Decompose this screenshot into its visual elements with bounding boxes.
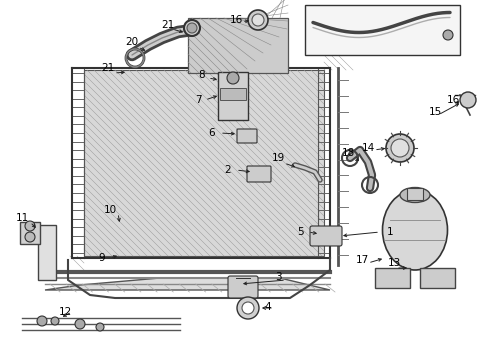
Bar <box>406 188 422 200</box>
Circle shape <box>385 134 413 162</box>
Text: 3: 3 <box>274 272 281 282</box>
Circle shape <box>242 302 253 314</box>
Text: 12: 12 <box>58 307 71 317</box>
Circle shape <box>25 232 35 242</box>
Circle shape <box>251 14 264 26</box>
Circle shape <box>51 317 59 325</box>
Bar <box>220 88 245 100</box>
Circle shape <box>186 23 197 33</box>
Circle shape <box>25 221 35 231</box>
Bar <box>84 70 324 256</box>
Circle shape <box>390 139 408 157</box>
Circle shape <box>237 297 259 319</box>
Circle shape <box>459 92 475 108</box>
Text: 19: 19 <box>271 153 284 163</box>
Text: 15: 15 <box>427 107 441 117</box>
Text: 16: 16 <box>446 95 459 105</box>
Bar <box>218 72 247 120</box>
Circle shape <box>183 20 200 36</box>
Bar <box>187 18 287 73</box>
FancyBboxPatch shape <box>309 226 341 246</box>
Text: 20: 20 <box>125 37 138 47</box>
Polygon shape <box>45 278 329 290</box>
FancyBboxPatch shape <box>246 166 270 182</box>
Ellipse shape <box>399 188 429 202</box>
Text: 13: 13 <box>386 258 400 268</box>
Bar <box>305 5 459 55</box>
Text: 6: 6 <box>208 128 215 138</box>
FancyBboxPatch shape <box>419 268 454 288</box>
Text: 16: 16 <box>229 15 242 25</box>
Circle shape <box>96 323 104 331</box>
FancyBboxPatch shape <box>374 268 409 288</box>
Text: 1: 1 <box>386 227 392 237</box>
Text: 7: 7 <box>194 95 201 105</box>
Text: 5: 5 <box>296 227 303 237</box>
Circle shape <box>442 30 452 40</box>
Text: 10: 10 <box>103 205 116 215</box>
Text: 11: 11 <box>15 213 29 223</box>
Circle shape <box>226 72 239 84</box>
Text: 18: 18 <box>341 148 354 158</box>
Text: 2: 2 <box>224 165 231 175</box>
Text: 14: 14 <box>361 143 374 153</box>
Text: 21: 21 <box>101 63 114 73</box>
Circle shape <box>247 10 267 30</box>
Circle shape <box>37 316 47 326</box>
FancyBboxPatch shape <box>227 276 258 298</box>
Text: 9: 9 <box>99 253 105 263</box>
Text: 17: 17 <box>355 255 368 265</box>
Text: 4: 4 <box>264 302 271 312</box>
Text: 8: 8 <box>198 70 205 80</box>
Ellipse shape <box>382 190 447 270</box>
Circle shape <box>75 319 85 329</box>
Text: 21: 21 <box>161 20 174 30</box>
Bar <box>38 225 56 280</box>
Bar <box>20 222 40 244</box>
FancyBboxPatch shape <box>237 129 257 143</box>
